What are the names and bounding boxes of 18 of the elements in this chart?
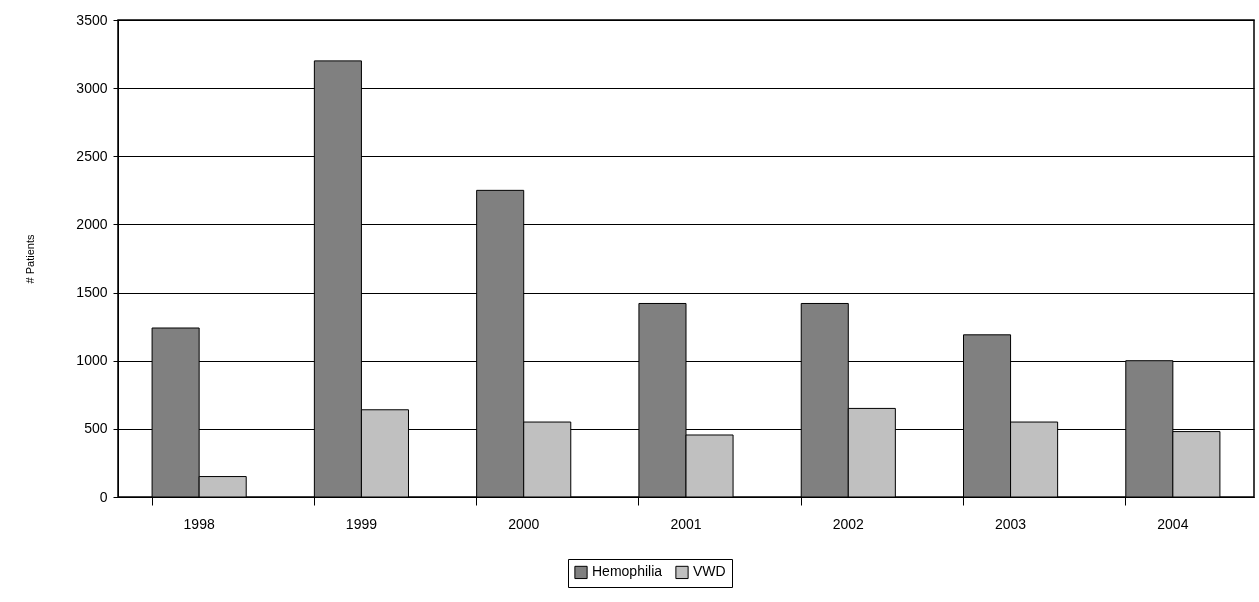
y-tick-label: 2000 (76, 215, 108, 232)
x-tick-label: 1998 (183, 515, 215, 532)
y-tick-label: 3500 (76, 11, 108, 28)
y-tick-label: 1500 (76, 284, 108, 301)
y-tick-label: 1000 (76, 352, 108, 369)
x-tick-label: 2001 (670, 515, 702, 532)
y-axis-title: # Patients (24, 234, 37, 284)
x-tick-label: 2003 (994, 515, 1027, 532)
y-tick-label: 500 (84, 420, 108, 437)
y-tick-label: 3000 (76, 79, 108, 96)
y-tick-label: 2500 (76, 147, 108, 164)
y-tick-label: 0 (99, 488, 108, 505)
legend-label: Hemophilia (592, 563, 663, 580)
x-tick-label: 1999 (345, 515, 378, 532)
x-tick-label: 2000 (508, 515, 540, 532)
x-tick-label: 2004 (1157, 515, 1189, 532)
legend-label: VWD (693, 563, 726, 580)
x-tick-label: 2002 (832, 515, 865, 532)
